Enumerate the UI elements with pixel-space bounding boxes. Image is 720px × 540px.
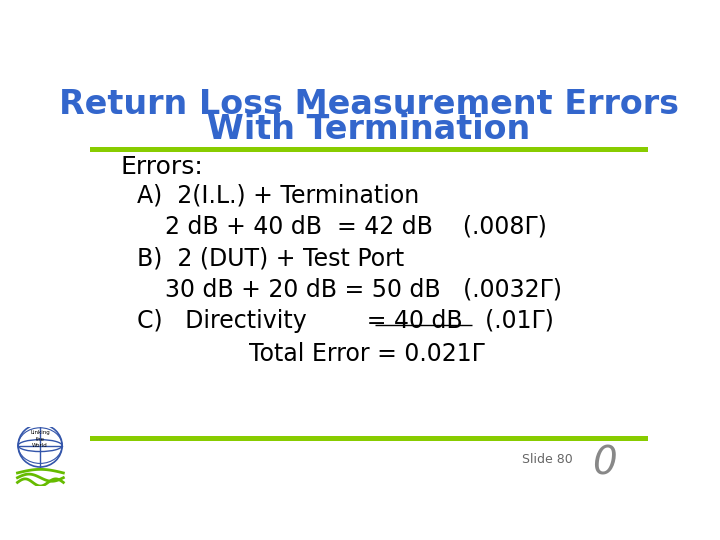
- Text: 30 dB + 20 dB = 50 dB   (.0032Γ): 30 dB + 20 dB = 50 dB (.0032Γ): [166, 278, 562, 301]
- Bar: [90, 147, 648, 152]
- Text: Total Error = 0.021Γ: Total Error = 0.021Γ: [249, 342, 485, 366]
- Text: Linking: Linking: [30, 430, 50, 435]
- Text: 2 dB + 40 dB  = 42 dB    (.008Γ): 2 dB + 40 dB = 42 dB (.008Γ): [166, 215, 547, 239]
- Text: C)   Directivity        = 40 dB   (.01Γ): C) Directivity = 40 dB (.01Γ): [138, 308, 554, 333]
- Text: 0: 0: [593, 445, 617, 483]
- Text: Slide 80: Slide 80: [523, 453, 573, 467]
- Text: the: the: [35, 437, 45, 442]
- Text: World: World: [32, 443, 48, 448]
- Text: Return Loss Measurement Errors: Return Loss Measurement Errors: [59, 88, 679, 121]
- Text: A)  2(I.L.) + Termination: A) 2(I.L.) + Termination: [138, 184, 420, 208]
- Text: With Termination: With Termination: [207, 113, 531, 146]
- Text: B)  2 (DUT) + Test Port: B) 2 (DUT) + Test Port: [138, 246, 405, 270]
- Bar: [90, 436, 648, 441]
- Text: Errors:: Errors:: [121, 154, 204, 179]
